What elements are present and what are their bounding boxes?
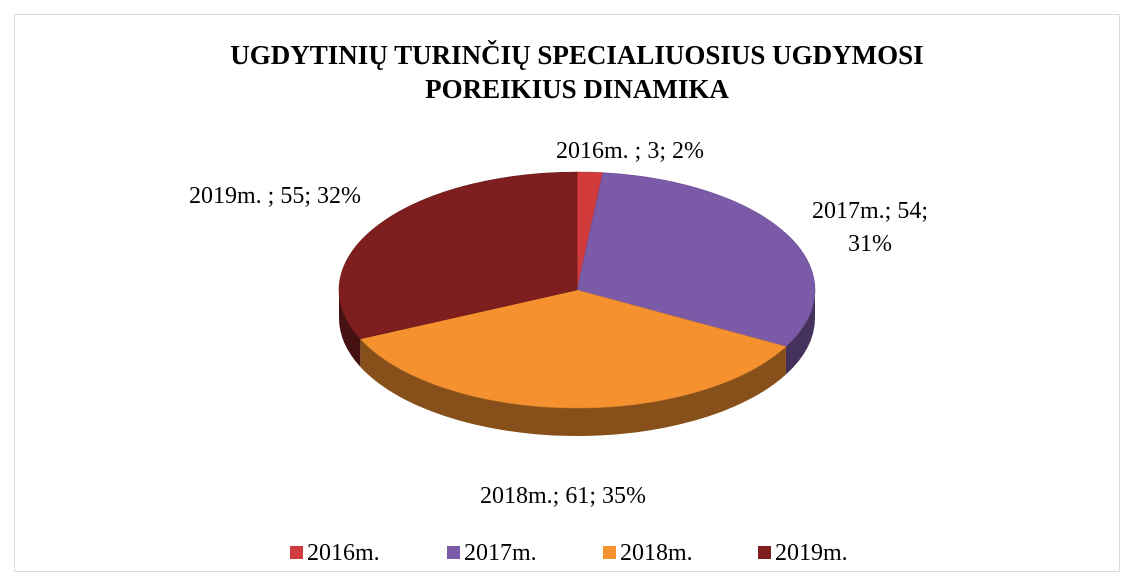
legend-label: 2016m. <box>307 540 380 566</box>
legend-swatch <box>603 546 616 559</box>
legend-swatch <box>290 546 303 559</box>
data-label: 2018m.; 61; 35% <box>480 483 646 509</box>
legend-item: 2016m. <box>290 538 380 568</box>
legend-swatch <box>447 546 460 559</box>
legend-item: 2017m. <box>447 538 537 568</box>
pie-slice <box>338 171 578 340</box>
legend-item: 2018m. <box>603 538 693 568</box>
legend-label: 2018m. <box>620 540 693 566</box>
legend-label: 2017m. <box>464 540 537 566</box>
legend-label: 2019m. <box>775 540 848 566</box>
pie-slice-side <box>785 290 815 375</box>
data-label: 2017m.; 54; 31% <box>811 198 928 257</box>
legend-item: 2019m. <box>758 538 848 568</box>
data-label: 2019m. ; 55; 32% <box>189 183 361 209</box>
pie-slice <box>359 289 787 409</box>
data-label: 2016m. ; 3; 2% <box>556 138 704 164</box>
legend-swatch <box>758 546 771 559</box>
pie-slice <box>576 172 816 347</box>
pie-slice-side <box>339 290 361 367</box>
chart-title: UGDYTINIŲ TURINČIŲ SPECIALIUOSIUS UGDYMO… <box>230 40 924 104</box>
chart-frame <box>14 14 1120 572</box>
pie-slice-side <box>360 338 786 436</box>
